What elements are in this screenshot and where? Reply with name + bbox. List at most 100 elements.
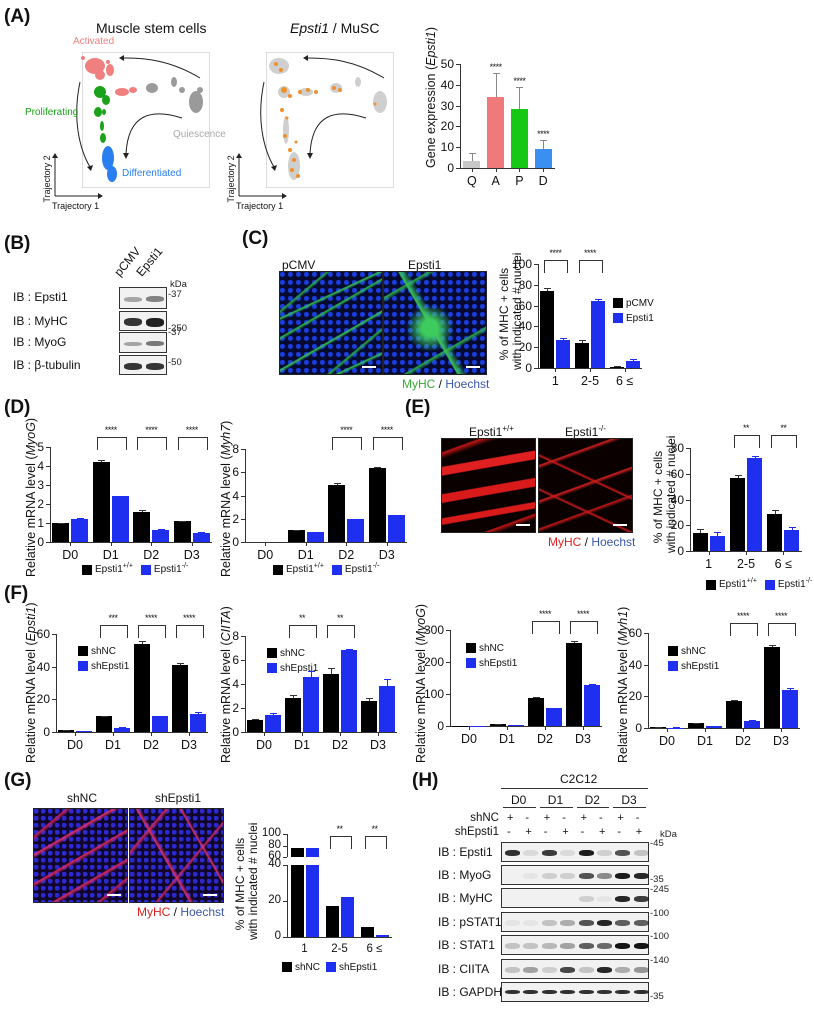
legend: shNC shEpsti1 <box>282 962 383 973</box>
y-tick <box>456 64 460 65</box>
protein-band <box>505 850 520 856</box>
error-cap <box>613 366 621 368</box>
error-bar <box>331 667 332 675</box>
protein-band <box>146 341 164 346</box>
shepsti1-sign: - <box>507 826 511 838</box>
error-cap <box>290 695 297 697</box>
y-tick <box>534 326 538 328</box>
error-bar <box>791 527 793 531</box>
x-tick <box>743 728 744 732</box>
x-tick <box>590 368 591 372</box>
shepsti1-row-label: shEpsti1 <box>454 826 499 838</box>
error-bar <box>598 299 599 302</box>
legend-item: Epsti1+/+ <box>273 563 324 575</box>
error-cap <box>139 640 146 642</box>
legend-item: shNC <box>282 962 320 973</box>
label-proliferating: Proliferating <box>25 107 79 118</box>
y-tick <box>283 865 287 866</box>
x-tick <box>151 732 152 736</box>
significance-stars: **** <box>549 248 562 258</box>
y-tick-label: 8 <box>232 442 239 456</box>
error-cap <box>374 467 382 469</box>
x-tick <box>583 726 584 730</box>
protein-band <box>541 990 557 994</box>
y-tick-label: 20 <box>36 692 50 707</box>
protein-band <box>597 873 612 879</box>
bar <box>192 532 210 542</box>
error-cap <box>513 724 520 726</box>
bar <box>692 532 708 551</box>
protein-band <box>578 943 594 949</box>
y-tick-label: 60 <box>36 627 50 641</box>
panel-label-d: (D) <box>4 397 31 418</box>
y-tick-label: 40 <box>36 659 50 674</box>
day-label: D2 <box>584 793 600 807</box>
y-tick <box>534 347 538 349</box>
error-cap <box>551 707 558 709</box>
bar <box>463 160 481 168</box>
y-tick-label: 200 <box>423 655 444 669</box>
significance-stars: *** <box>108 613 118 623</box>
ib-label: IB : GAPDH <box>438 985 503 999</box>
x-tick <box>70 542 72 546</box>
x-tick <box>189 732 190 736</box>
significance-bracket <box>176 625 204 638</box>
y-tick-label: 40 <box>518 319 532 334</box>
x-tick-label: Q <box>467 174 477 188</box>
x-tick <box>708 551 710 555</box>
protein-band <box>124 341 142 346</box>
y-axis-upper <box>287 834 289 857</box>
significance-bracket <box>138 625 166 638</box>
x-tick-label: D3 <box>378 548 395 562</box>
error-cap <box>157 715 164 717</box>
bar-upper <box>305 847 319 857</box>
x-tick-label: A <box>491 174 500 188</box>
x-axis <box>50 542 212 544</box>
significance-stars: **** <box>538 609 552 619</box>
chart-g-fusion-index: 0 20 40 60 80 100 1 2-5 ** 6 ≤ ** % of MHC + cells w… <box>230 790 405 973</box>
protein-band <box>578 850 594 856</box>
error-bar <box>495 73 497 98</box>
y-axis <box>460 64 462 168</box>
shepsti1-sign: + <box>525 826 532 838</box>
y-tick <box>644 728 648 729</box>
x-tick-label: D0 <box>62 548 79 562</box>
significance-stars: ** <box>371 824 378 834</box>
error-cap <box>177 662 184 664</box>
protein-band <box>523 850 539 856</box>
y-tick-label: 3 <box>37 478 44 492</box>
blot-strip <box>501 959 649 979</box>
y-tick <box>52 732 56 733</box>
significance-stars: ** <box>780 423 787 433</box>
legend-swatch <box>78 661 88 672</box>
error-cap <box>57 522 65 524</box>
protein-band <box>560 873 576 879</box>
y-tick <box>283 857 287 858</box>
blot-strip <box>501 935 649 955</box>
shepsti1-sign: + <box>599 826 606 838</box>
image-title-shepsti1: shEpsti1 <box>155 791 202 805</box>
y-tick-label: 4 <box>37 459 44 473</box>
y-tick <box>534 284 538 286</box>
bar <box>709 535 725 551</box>
error-cap <box>697 529 705 531</box>
y-tick <box>46 504 50 505</box>
x-tick <box>469 726 470 730</box>
y-tick-label: 0 <box>43 725 50 739</box>
protein-band <box>597 896 612 902</box>
y-tick-label: 40 <box>268 858 281 870</box>
day-divider <box>539 807 573 808</box>
axis-y-label: Trajectory 2 <box>42 155 52 203</box>
legend-item: Epsti1+/+ <box>706 578 757 590</box>
chart-e-fusion-index: 0 20 40 60 80 1 2-5 ** 6 ≤ ** % of MHC + cells with… <box>648 415 814 590</box>
legend-swatch <box>764 579 775 590</box>
micrograph-epsti1 <box>383 271 487 375</box>
x-tick-label: D2 <box>537 732 553 746</box>
y-tick-label: 0 <box>37 535 44 549</box>
x-tick <box>543 168 545 172</box>
protein-band <box>505 967 520 973</box>
error-cap <box>544 287 552 289</box>
error-cap <box>769 645 776 647</box>
shnc-sign: + <box>543 812 551 824</box>
y-tick <box>644 633 648 634</box>
